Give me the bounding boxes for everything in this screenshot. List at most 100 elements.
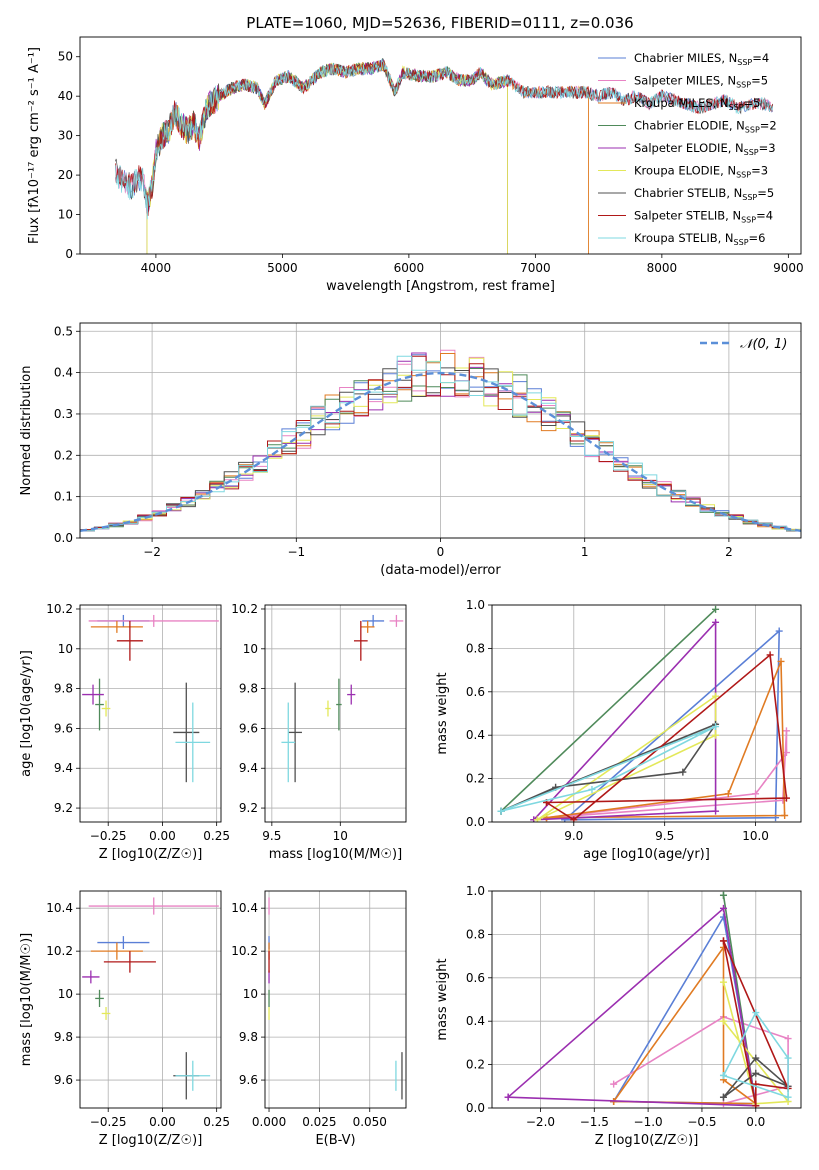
weight-marker-kroupa-miles xyxy=(777,657,785,665)
y-axis-label: Normed distribution xyxy=(19,366,34,496)
y-tick-label: 0.4 xyxy=(466,1014,485,1028)
legend-subscript: SSP xyxy=(744,148,759,157)
y-tick-label: 0.5 xyxy=(54,324,73,338)
legend-value: =4 xyxy=(756,209,773,223)
y-tick-label: 50 xyxy=(58,50,73,64)
x-axis-label: age [log10(age/yr)] xyxy=(583,847,710,862)
legend-subscript: SSP xyxy=(742,193,757,202)
y-axis-label: mass [log10(M/M☉)] xyxy=(19,933,34,1066)
axes-frame xyxy=(491,604,802,823)
weight-marker-salpeter-miles xyxy=(782,749,790,757)
axes-frame xyxy=(491,890,802,1109)
legend-label-chabrier-stelib: Chabrier STELIB, NSSP=5 xyxy=(634,186,774,202)
legend-value: =4 xyxy=(752,51,769,65)
weight-marker-salpeter-miles xyxy=(610,1080,618,1088)
plot-area-weight_vs_Z xyxy=(504,891,792,1108)
weight-marker-salpeter-miles xyxy=(752,790,760,798)
weight-marker-kroupa-elodie xyxy=(712,692,720,700)
grid-mass_vs_Z xyxy=(80,891,221,1108)
weight-marker-chabrier-stelib xyxy=(719,1093,727,1101)
plot-area-age_vs_Z xyxy=(82,614,219,783)
y-axis-label: Flux [fλ10⁻¹⁷ erg cm⁻² s⁻¹ A⁻¹] xyxy=(27,47,42,244)
weight-marker-salpeter-miles xyxy=(784,1035,792,1043)
legend-label-salpeter-stelib: Salpeter STELIB, NSSP=4 xyxy=(634,209,773,225)
weight-marker-chabrier-stelib xyxy=(752,1069,760,1077)
x-tick-label: −0.25 xyxy=(90,829,127,843)
x-tick-label: −1.5 xyxy=(580,1115,609,1129)
legend-text: Salpeter STELIB, N xyxy=(634,209,741,223)
legend-label-salpeter-elodie: Salpeter ELODIE, NSSP=3 xyxy=(634,141,776,157)
weight-marker-salpeter-miles xyxy=(782,727,790,735)
grid-weight_vs_Z xyxy=(492,890,801,1109)
x-tick-label: −2 xyxy=(143,545,161,559)
x-tick-label: 7000 xyxy=(520,261,551,275)
y-tick-label: 0.0 xyxy=(466,815,485,829)
axes-frame xyxy=(79,604,222,823)
legend-subscript: SSP xyxy=(734,238,749,247)
weight-marker-salpeter-stelib xyxy=(570,816,578,822)
y-axis-label: mass weight xyxy=(435,672,450,754)
y-tick-label: 9.2 xyxy=(239,801,258,815)
weight-line-chabrier-miles xyxy=(613,914,757,1105)
weight-marker-kroupa-elodie xyxy=(712,731,720,739)
plot-area-mass_vs_Z xyxy=(82,897,219,1100)
y-tick-label: 0.4 xyxy=(466,728,485,742)
y-axis-label: mass weight xyxy=(435,958,450,1040)
y-axis-label: age [log10(age/yr)] xyxy=(19,650,34,777)
y-tick-label: 1.0 xyxy=(466,598,485,612)
weight-marker-kroupa-stelib xyxy=(719,1071,727,1079)
legend-subscript: SSP xyxy=(729,103,744,112)
y-tick-label: 10.2 xyxy=(46,602,73,616)
y-tick-label: 0.0 xyxy=(466,1101,485,1115)
weight-marker-kroupa-elodie xyxy=(719,978,727,986)
legend-label-kroupa-stelib: Kroupa STELIB, NSSP=6 xyxy=(634,231,765,247)
y-tick-label: 9.2 xyxy=(54,801,73,815)
weight-line-kroupa-elodie xyxy=(536,694,717,821)
legend-label-normal: 𝒩(0, 1) xyxy=(740,337,787,352)
plot-area-residual_histogram xyxy=(80,349,801,534)
y-tick-label: 30 xyxy=(58,129,73,143)
weight-marker-kroupa-stelib xyxy=(784,1054,792,1062)
y-tick-label: 10.2 xyxy=(231,944,258,958)
x-axis-label: Z [log10(Z/Z☉)] xyxy=(99,847,203,862)
weight-marker-kroupa-stelib xyxy=(588,785,596,793)
weight-marker-kroupa-stelib xyxy=(784,1093,792,1101)
y-tick-label: 20 xyxy=(58,168,73,182)
plot-area-weight_vs_age xyxy=(497,605,790,822)
weight-line-salpeter-elodie xyxy=(533,620,717,821)
x-tick-label: 1 xyxy=(581,545,589,559)
x-tick-label: −2.0 xyxy=(526,1115,555,1129)
weight-marker-chabrier-miles xyxy=(719,913,727,921)
y-tick-label: 9.8 xyxy=(54,1030,73,1044)
legend-subscript: SSP xyxy=(745,126,760,135)
legend-text: Kroupa MILES, N xyxy=(634,96,729,110)
legend-text: Chabrier ELODIE, N xyxy=(634,119,745,133)
y-tick-label: 10 xyxy=(58,987,73,1001)
x-axis-label: Z [log10(Z/Z☉)] xyxy=(595,1133,699,1148)
x-tick-label: 0 xyxy=(437,545,445,559)
weight-marker-chabrier-stelib xyxy=(679,768,687,776)
x-tick-label: −0.25 xyxy=(90,1115,127,1129)
y-tick-label: 0.3 xyxy=(54,407,73,421)
panel-age_vs_mass: 9.5 10 9.2 9.4 9.6 9.8 10 10.2 mass [log10(M/M☉)… xyxy=(231,602,407,862)
weight-line-salpeter-miles xyxy=(546,730,788,819)
y-tick-label: 9.6 xyxy=(239,1073,258,1087)
legend-value: =2 xyxy=(760,119,777,133)
weight-marker-salpeter-stelib xyxy=(719,937,727,945)
x-tick-label: 9.0 xyxy=(564,829,583,843)
x-tick-label: 4000 xyxy=(141,261,172,275)
legend-label-kroupa-miles: Kroupa MILES, NSSP=5 xyxy=(634,96,760,112)
panel-mass_vs_Z: −0.25 0.00 0.25 9.6 9.8 10 10.2 10.4 Z [log10(Z/… xyxy=(19,890,230,1148)
panel-weight_vs_Z: −2.0 −1.5 −1.0 −0.5 0.0 0.0 0.2 0.4 0.6 0.8 1.0 Z [… xyxy=(435,884,802,1148)
panel-weight_vs_age: 9.0 9.5 10.0 0.0 0.2 0.4 0.6 0.8 1.0 age [log10(a… xyxy=(435,598,802,862)
panel-spectrum: 4000 5000 6000 7000 8000 9000 0 10 20 30 40 50 wavel… xyxy=(27,36,804,294)
panel-age_vs_Z: −0.25 0.00 0.25 9.2 9.4 9.6 9.8 10 10.2 Z [log10(… xyxy=(19,602,230,862)
legend-label-chabrier-elodie: Chabrier ELODIE, NSSP=2 xyxy=(634,119,777,135)
panel-mass_vs_ebv: 0.000 0.025 0.050 9.6 9.8 10 10.2 10.4 E(B-V) xyxy=(231,890,407,1148)
legend-value: =6 xyxy=(749,231,766,245)
x-tick-label: −0.5 xyxy=(687,1115,716,1129)
x-axis-label: Z [log10(Z/Z☉)] xyxy=(99,1133,203,1148)
x-tick-label: 0.0 xyxy=(746,1115,765,1129)
x-tick-label: 10 xyxy=(333,829,348,843)
